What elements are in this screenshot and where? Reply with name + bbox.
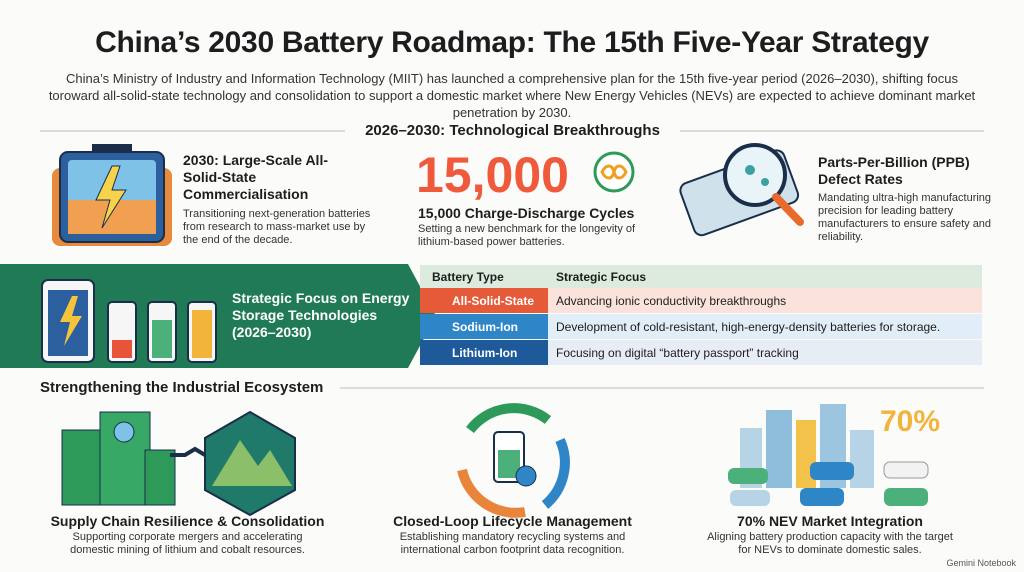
recycle-icon — [457, 403, 570, 518]
item-text: Establishing mandatory recycling systems… — [399, 531, 626, 556]
focus-title: Strategic Focus on Energy Storage Techno… — [232, 290, 410, 340]
item-title: Supply Chain Resilience & Consolidation — [50, 513, 325, 529]
item-text: Setting a new benchmark for the longevit… — [418, 223, 636, 248]
badge: Gemini Notebook — [946, 558, 1016, 568]
item-title: Closed-Loop Lifecycle Management — [393, 513, 632, 529]
section-heading: 2026–2030: Technological Breakthroughs — [365, 122, 660, 139]
item-title: 2030: Large-Scale All-Solid-State Commer… — [183, 152, 328, 202]
title: China’s 2030 Battery Roadmap: The 15th F… — [95, 26, 929, 59]
table-header-bg — [420, 265, 982, 288]
city-mountain-icon — [61, 410, 296, 517]
item-text: Supporting corporate mergers and acceler… — [70, 531, 305, 556]
table-cell: Development of cold-resistant, high-ener… — [556, 319, 941, 334]
section-heading: Strengthening the Industrial Ecosystem — [40, 379, 324, 396]
table-header: Battery Type — [432, 269, 504, 284]
battery-row-icon — [41, 279, 217, 363]
battery-icon — [52, 144, 172, 246]
table-cell: Sodium-Ion — [452, 319, 518, 334]
item-text: Mandating ultra-high manufacturing preci… — [818, 192, 992, 243]
item-title: 70% NEV Market Integration — [737, 513, 923, 529]
item-text: Aligning battery production capacity wit… — [707, 531, 953, 556]
big-figure: 70% — [880, 405, 941, 438]
type-cell-bg — [420, 288, 548, 313]
item-title: 15,000 Charge-Discharge Cycles — [418, 205, 635, 221]
item-text: Transitioning next-generation batteries … — [183, 208, 371, 246]
table-cell: All-Solid-State — [452, 293, 535, 308]
type-cell-bg — [420, 314, 548, 339]
ev-city-icon — [728, 404, 929, 506]
table-header: Strategic Focus — [556, 269, 647, 284]
item-title: Parts-Per-Billion (PPB) Defect Rates — [818, 154, 970, 187]
big-figure: 15,000 — [416, 147, 569, 203]
table-cell: Advancing ionic conductivity breakthroug… — [556, 293, 787, 308]
magnifier-icon — [679, 143, 804, 237]
type-cell-bg — [420, 340, 548, 365]
subtitle: China’s Ministry of Industry and Informa… — [48, 71, 976, 120]
infinity-icon — [593, 151, 635, 193]
table-cell: Focusing on digital “battery passport” t… — [556, 345, 799, 360]
table-cell: Lithium-Ion — [452, 345, 518, 360]
